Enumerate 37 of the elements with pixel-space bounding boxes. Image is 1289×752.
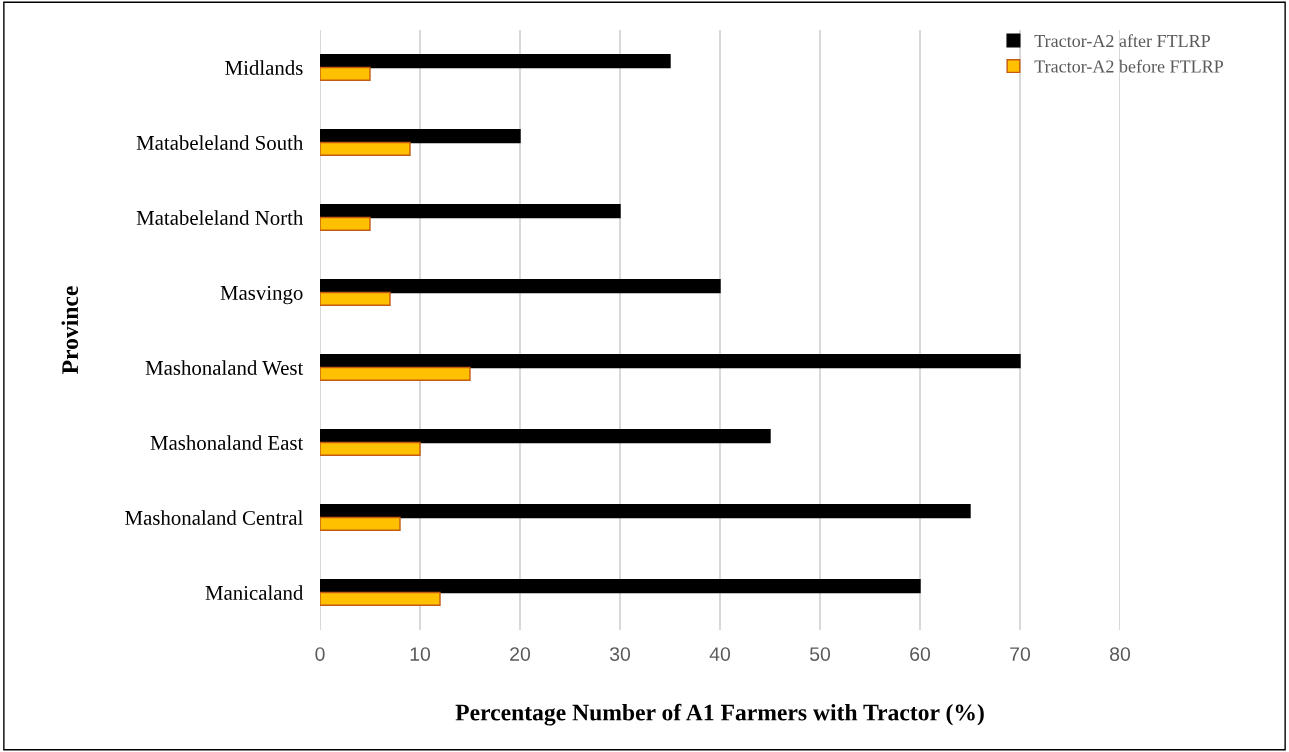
bar	[320, 279, 721, 294]
x-tick-label: 10	[410, 647, 431, 661]
y-tick-label: Masvingo	[220, 285, 303, 305]
bar	[320, 504, 971, 519]
bar	[320, 204, 621, 219]
bar	[320, 516, 401, 531]
x-tick-label: 80	[1110, 647, 1131, 661]
x-tick-label: 50	[809, 647, 831, 661]
bar	[320, 591, 441, 606]
bar	[320, 54, 671, 69]
y-tick-label: Mashonaland East	[150, 435, 304, 450]
bar	[320, 441, 421, 456]
x-tick-label: 0	[315, 647, 325, 661]
legend-label: Tractor-A2 before FTLRP	[1034, 59, 1224, 73]
x-tick-label: 20	[510, 647, 531, 661]
bar	[320, 291, 391, 306]
bar	[320, 366, 471, 381]
bar	[320, 579, 921, 594]
bar	[320, 66, 371, 81]
x-tick-label: 30	[609, 647, 631, 661]
y-tick-label: Mashonaland Central	[125, 510, 303, 525]
y-tick-label: Matabeleland South	[136, 135, 304, 150]
bar	[320, 141, 411, 156]
x-tick-label: 40	[709, 647, 731, 661]
x-tick-label: 60	[910, 647, 931, 661]
x-tick-label: 70	[1010, 647, 1031, 661]
y-tick-label: Manicaland	[205, 585, 304, 600]
y-tick-label: Matabeleland North	[136, 210, 304, 225]
y-axis-title: Province	[61, 286, 79, 374]
bar	[320, 429, 771, 444]
bar	[320, 129, 521, 144]
bar	[320, 216, 371, 231]
x-axis-title: Percentage Number of A1 Farmers with Tractor (%)	[455, 703, 984, 726]
y-tick-label: Mashonaland West	[145, 360, 304, 376]
y-tick-label: Midlands	[225, 60, 303, 75]
legend-label: Tractor-A2 after FTLRP	[1034, 34, 1210, 48]
bar	[320, 354, 1021, 369]
